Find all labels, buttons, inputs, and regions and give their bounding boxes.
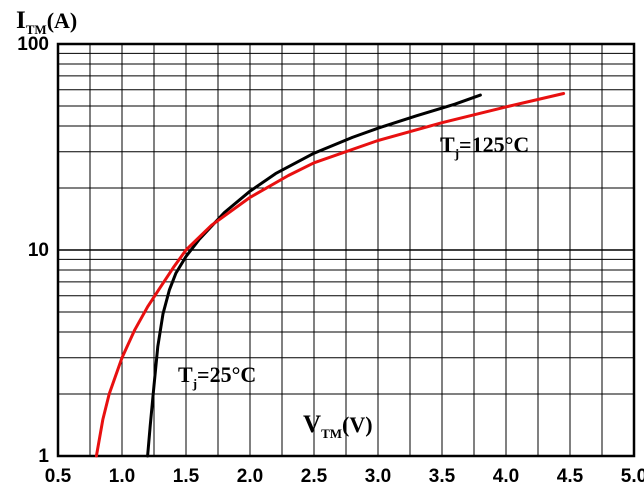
x-tick-label: 2.0 bbox=[237, 466, 263, 487]
x-tick-label: 4.5 bbox=[557, 466, 584, 487]
tick-labels: 0.5 1.0 1.5 2.0 2.5 3.0 3.5 4.0 4.5 5.0 1 10 100 bbox=[17, 34, 644, 487]
x-tick-label: 1.0 bbox=[109, 466, 135, 487]
x-tick-label: 4.0 bbox=[493, 466, 519, 487]
series-line-2 bbox=[94, 92, 566, 458]
y-tick-label: 10 bbox=[28, 240, 49, 261]
x-tick-label: 1.5 bbox=[173, 466, 200, 487]
annotation-tj-25: Tj=25°C bbox=[178, 362, 256, 391]
grid bbox=[58, 44, 634, 456]
x-tick-label: 5.0 bbox=[621, 466, 644, 487]
series-layer bbox=[94, 92, 566, 458]
x-tick-label: 0.5 bbox=[45, 466, 72, 487]
y-axis-title: ITM(A) bbox=[16, 7, 77, 37]
x-tick-label: 3.5 bbox=[429, 466, 456, 487]
x-axis-title: VTM(V) bbox=[303, 411, 373, 441]
annotation-tj-125: Tj=125°C bbox=[440, 132, 529, 161]
y-tick-label: 100 bbox=[17, 34, 49, 55]
plot-frame bbox=[56, 42, 636, 458]
y-tick-label: 1 bbox=[38, 446, 49, 467]
x-tick-label: 2.5 bbox=[301, 466, 328, 487]
x-tick-label: 3.0 bbox=[365, 466, 391, 487]
